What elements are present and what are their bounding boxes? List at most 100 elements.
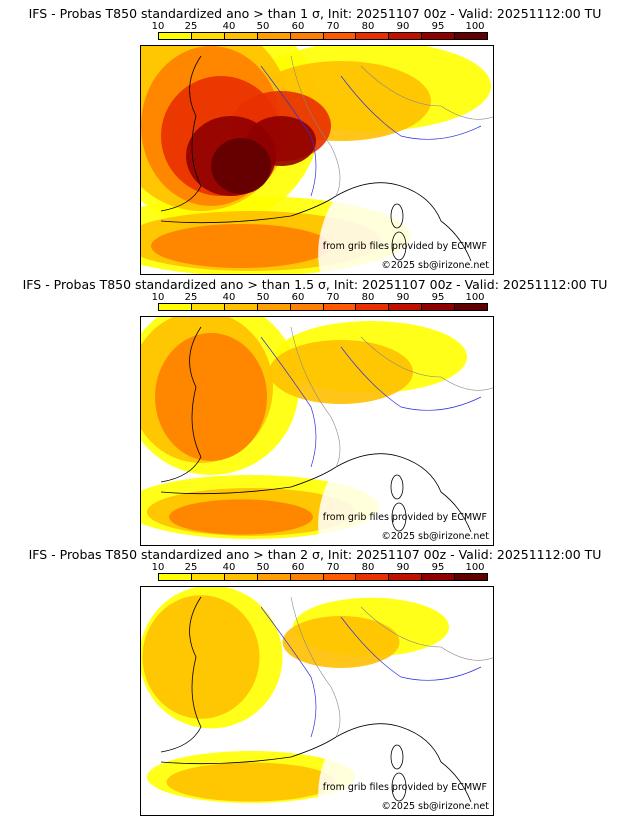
color-scale-labels: 10 25 40 50 60 70 80 90 95 100 [150, 292, 495, 304]
island-sardinia [391, 502, 407, 532]
scale-swatch [389, 33, 423, 39]
color-scale-labels: 10 25 40 50 60 70 80 90 95 100 [150, 21, 495, 33]
island-sardinia [391, 231, 407, 261]
scale-swatch [191, 574, 225, 580]
scale-swatch [159, 33, 192, 39]
scale-label: 95 [431, 21, 445, 32]
scale-swatch [356, 574, 390, 580]
probability-area [142, 595, 260, 719]
scale-label: 10 [151, 292, 165, 303]
scale-swatch [323, 304, 357, 310]
scale-label: 60 [291, 292, 305, 303]
scale-swatch [224, 33, 258, 39]
scale-swatch [224, 304, 258, 310]
scale-swatch [389, 304, 423, 310]
scale-swatch [356, 33, 390, 39]
scale-label: 60 [291, 21, 305, 32]
coastline [335, 453, 472, 533]
map-panel-3: IFS - Probas T850 standardized ano > tha… [0, 546, 630, 818]
scale-swatch [159, 304, 192, 310]
island-corsica [390, 203, 404, 229]
scale-swatch [290, 304, 324, 310]
color-scale-labels: 10 25 40 50 60 70 80 90 95 100 [150, 562, 495, 574]
probability-area [269, 340, 413, 404]
scale-swatch [455, 33, 488, 39]
coastline [335, 182, 472, 262]
map-panel-1: IFS - Probas T850 standardized ano > tha… [0, 5, 630, 277]
sea-area [318, 178, 493, 274]
panel-title: IFS - Probas T850 standardized ano > tha… [28, 547, 602, 562]
color-scale-bar [158, 303, 488, 311]
color-scale-bar [158, 32, 488, 40]
scale-label: 60 [291, 562, 305, 573]
map-graphic [141, 317, 493, 545]
scale-label: 80 [361, 21, 375, 32]
scale-swatch [191, 304, 225, 310]
copyright-credit: ©2025 sb@irizone.net [381, 531, 489, 542]
color-scale-bar [158, 573, 488, 581]
panel-title: IFS - Probas T850 standardized ano > tha… [22, 277, 608, 292]
scale-label: 80 [361, 292, 375, 303]
scale-swatch [323, 574, 357, 580]
scale-swatch [422, 33, 456, 39]
scale-label: 50 [256, 292, 270, 303]
scale-label: 70 [326, 292, 340, 303]
scale-swatch [323, 33, 357, 39]
border-line [290, 55, 493, 197]
scale-swatch [224, 574, 258, 580]
map-panel-2: IFS - Probas T850 standardized ano > tha… [0, 276, 630, 548]
scale-label: 25 [184, 562, 198, 573]
scale-swatch [159, 574, 192, 580]
river [260, 336, 482, 468]
border-line [290, 326, 493, 468]
copyright-credit: ©2025 sb@irizone.net [381, 801, 489, 812]
scale-label: 95 [431, 292, 445, 303]
scale-label: 40 [222, 562, 236, 573]
scale-swatch [257, 33, 291, 39]
scale-swatch [257, 574, 291, 580]
scale-label: 100 [465, 292, 485, 303]
scale-label: 80 [361, 562, 375, 573]
border-line [290, 596, 493, 738]
scale-label: 90 [396, 292, 410, 303]
scale-label: 25 [184, 21, 198, 32]
scale-label: 100 [465, 21, 485, 32]
scale-swatch [356, 304, 390, 310]
scale-swatch [422, 574, 456, 580]
scale-label: 90 [396, 562, 410, 573]
copyright-credit: ©2025 sb@irizone.net [381, 260, 489, 271]
probability-area [155, 333, 267, 461]
coastline [160, 55, 337, 224]
scale-swatch [389, 574, 423, 580]
source-credit: from grib files provided by ECMWF [322, 782, 487, 793]
scale-label: 90 [396, 21, 410, 32]
scale-label: 50 [256, 21, 270, 32]
scale-label: 10 [151, 21, 165, 32]
scale-swatch [455, 574, 488, 580]
probability-map: from grib files provided by ECMWF ©2025 … [140, 586, 494, 816]
scale-swatch [290, 574, 324, 580]
island-sardinia [391, 772, 407, 802]
probability-map: from grib files provided by ECMWF ©2025 … [140, 45, 494, 275]
scale-label: 100 [465, 562, 485, 573]
island-corsica [390, 744, 404, 770]
probability-area [166, 762, 336, 802]
island-corsica [390, 474, 404, 500]
probability-area [211, 138, 271, 194]
scale-label: 25 [184, 292, 198, 303]
probability-area [169, 499, 313, 535]
scale-label: 10 [151, 562, 165, 573]
map-graphic [141, 587, 493, 815]
river [260, 606, 482, 738]
scale-label: 70 [326, 562, 340, 573]
probability-area [151, 224, 331, 268]
map-graphic [141, 46, 493, 274]
coastline [160, 596, 337, 765]
scale-swatch [455, 304, 488, 310]
coastline [160, 326, 337, 495]
scale-label: 40 [222, 292, 236, 303]
probability-area [282, 616, 400, 668]
scale-label: 40 [222, 21, 236, 32]
scale-swatch [191, 33, 225, 39]
sea-area [318, 719, 493, 815]
